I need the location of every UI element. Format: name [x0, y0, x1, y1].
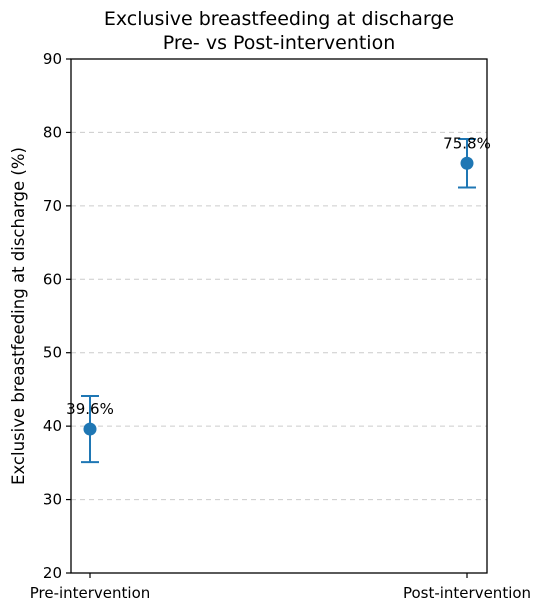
- x-tick-label: Pre-intervention: [30, 584, 151, 602]
- y-tick-label: 80: [43, 123, 62, 141]
- y-axis: 20 30 40 50 60 70 80 90: [43, 50, 71, 582]
- chart-subtitle: Pre- vs Post-intervention: [163, 32, 396, 54]
- data-point: [83, 422, 97, 436]
- chart-title: Exclusive breastfeeding at discharge: [104, 8, 454, 30]
- y-tick-label: 70: [43, 197, 62, 215]
- data-label: 39.6%: [66, 400, 114, 418]
- data-label: 75.8%: [443, 134, 491, 152]
- y-axis-label: Exclusive breastfeeding at discharge (%): [9, 147, 28, 485]
- data-points: 39.6% 75.8%: [66, 134, 491, 464]
- data-point-group: 75.8%: [443, 134, 491, 189]
- x-tick-label: Post-intervention: [403, 584, 531, 602]
- x-axis: Pre-intervention Post-intervention: [30, 573, 531, 602]
- y-tick-label: 50: [43, 344, 62, 362]
- grid: [71, 131, 487, 501]
- y-tick-label: 40: [43, 417, 62, 435]
- y-tick-label: 60: [43, 270, 62, 288]
- data-point: [460, 156, 474, 170]
- y-tick-label: 30: [43, 491, 62, 509]
- y-tick-label: 20: [43, 564, 62, 582]
- plot-frame: [70, 58, 488, 574]
- data-point-group: 39.6%: [66, 395, 114, 464]
- y-tick-label: 90: [43, 50, 62, 68]
